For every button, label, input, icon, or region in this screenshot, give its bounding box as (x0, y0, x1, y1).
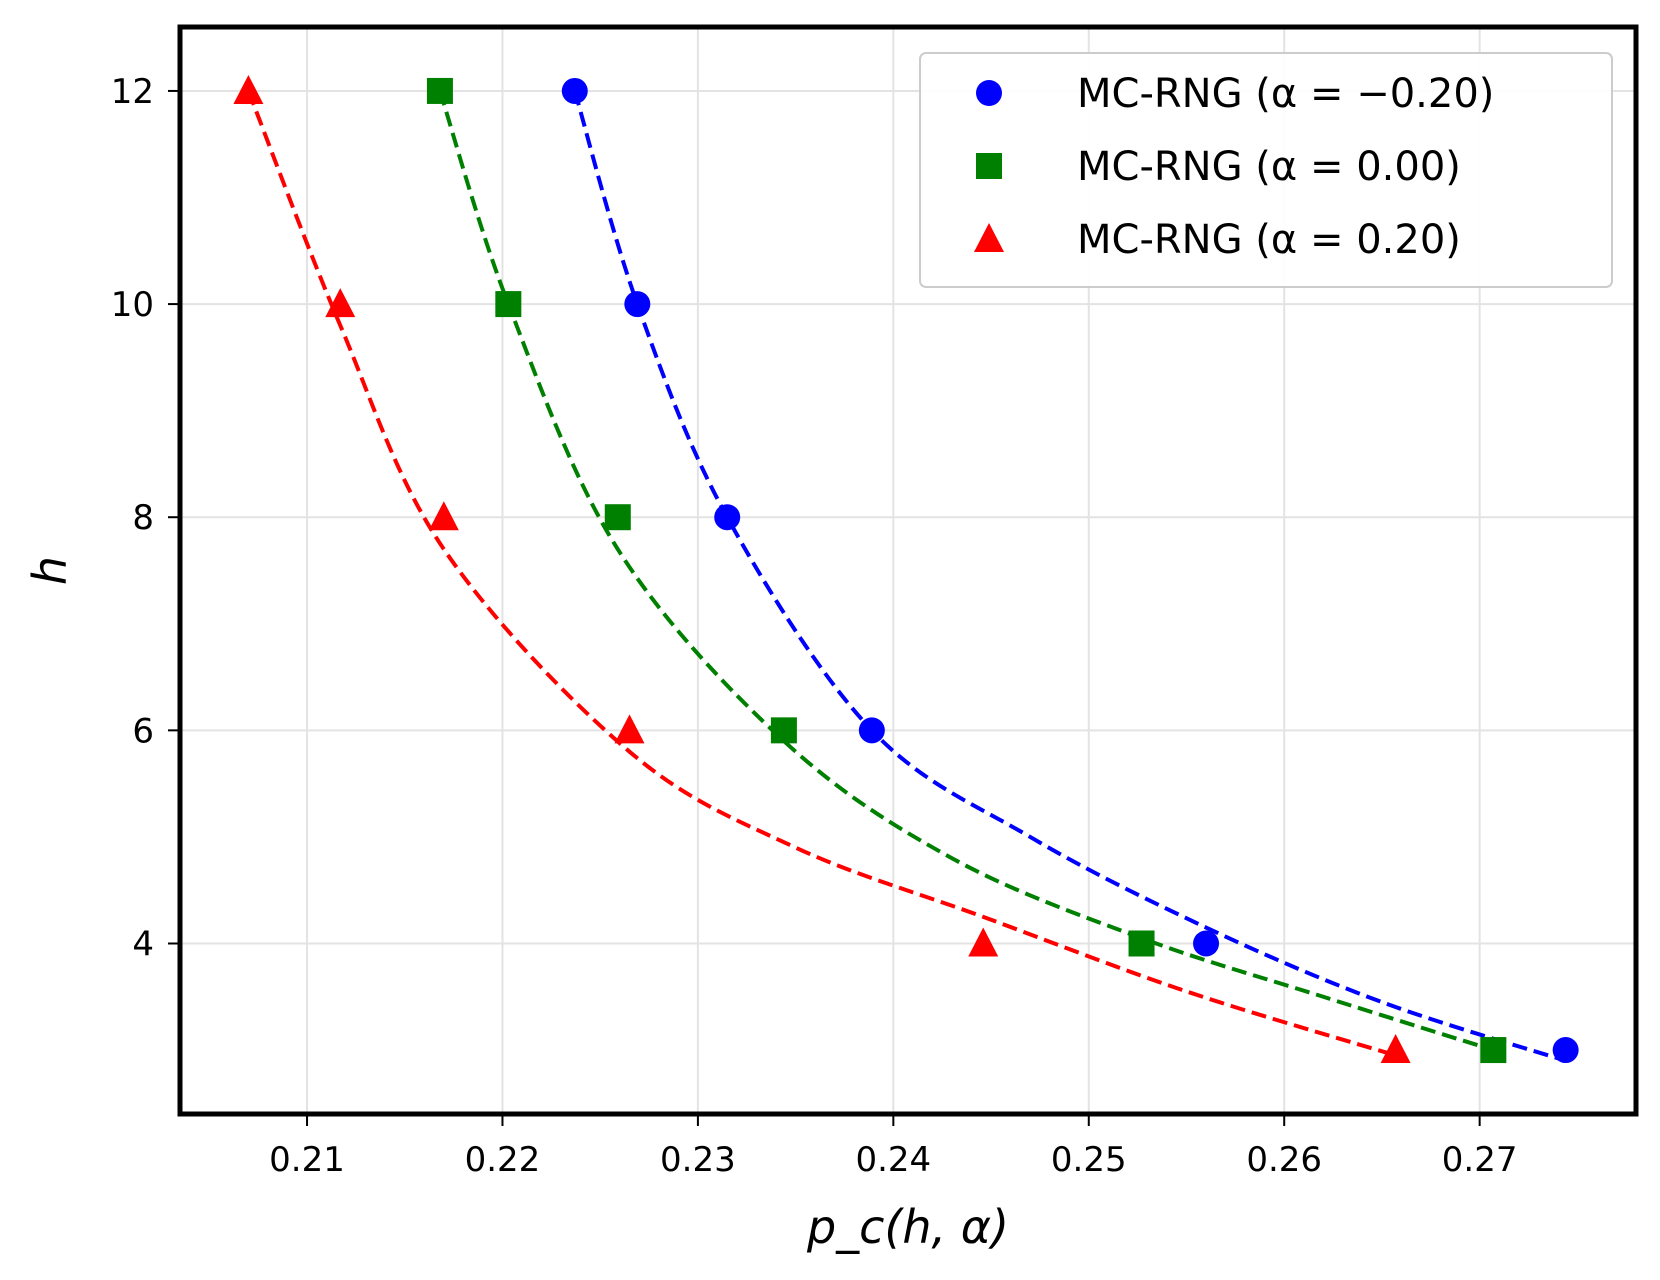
y-tick-label: 8 (132, 498, 154, 538)
y-tick-label: 12 (111, 72, 154, 112)
legend-box (919, 52, 1613, 288)
fit-curve (438, 90, 1494, 1052)
data-point-triangle (968, 927, 999, 957)
y-axis-label: h (23, 556, 77, 585)
legend-marker (974, 223, 1004, 252)
data-markers (233, 74, 1579, 1064)
data-point-triangle (325, 288, 356, 318)
legend-marker (976, 153, 1002, 179)
data-point-square (1480, 1037, 1507, 1064)
data-point-circle (714, 504, 741, 531)
data-point-circle (624, 291, 651, 318)
x-tick-label: 0.27 (1442, 1140, 1518, 1180)
legend: MC-RNG (α = −0.20) MC-RNG (α = 0.00) MC-RN… (919, 52, 1613, 288)
data-point-triangle (1380, 1034, 1411, 1064)
x-tick-label: 0.22 (465, 1140, 541, 1180)
fit-curve (246, 90, 1397, 1058)
data-point-circle (1552, 1037, 1579, 1064)
x-tick-label: 0.23 (660, 1140, 736, 1180)
data-point-triangle (614, 714, 645, 744)
data-point-square (495, 291, 522, 318)
x-tick-label: 0.21 (269, 1140, 345, 1180)
data-point-square (770, 717, 797, 744)
x-tick-label: 0.24 (855, 1140, 931, 1180)
data-point-square (426, 77, 453, 104)
data-point-square (1128, 930, 1155, 957)
x-tick-label: 0.25 (1051, 1140, 1127, 1180)
data-point-triangle (428, 501, 459, 531)
legend-entry-label: MC-RNG (α = −0.20) (1077, 71, 1494, 117)
legend-entry-label: MC-RNG (α = 0.00) (1077, 144, 1461, 190)
fit-lines (246, 90, 1567, 1063)
y-tick-label: 10 (111, 285, 154, 325)
fit-curve (572, 90, 1567, 1063)
data-point-square (604, 504, 631, 531)
x-axis-label: p_c(h, α) (806, 1200, 1009, 1254)
ticks: 0.21 0.22 0.23 0.24 0.25 0.26 0.27 4 6 8 10 12 (111, 72, 1518, 1180)
plot-frame (177, 24, 1639, 1117)
x-tick-label: 0.26 (1246, 1140, 1322, 1180)
legend-entry-label: MC-RNG (α = 0.20) (1077, 217, 1461, 263)
y-tick-label: 6 (132, 711, 154, 751)
legend-marker (976, 80, 1002, 106)
data-point-triangle (233, 74, 264, 104)
data-point-circle (858, 717, 885, 744)
y-tick-label: 4 (132, 924, 154, 964)
data-point-circle (1193, 930, 1220, 957)
data-point-circle (561, 77, 588, 104)
